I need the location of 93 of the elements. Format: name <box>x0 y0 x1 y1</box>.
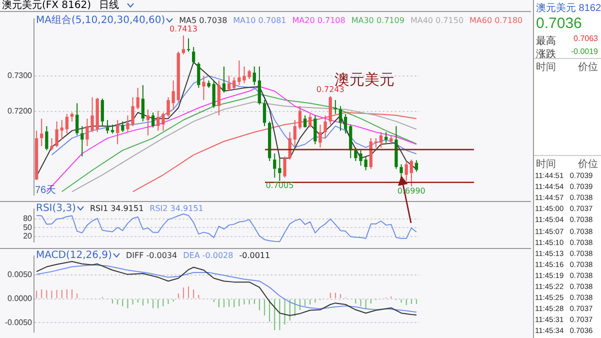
candlestick <box>40 118 44 147</box>
candlestick <box>65 113 68 134</box>
candlestick <box>258 66 261 106</box>
y-tick-label: 80 <box>23 214 33 224</box>
candlestick <box>262 100 266 127</box>
candlestick <box>80 126 84 157</box>
candlestick <box>212 80 216 108</box>
candlestick <box>288 132 292 160</box>
candlestick <box>75 102 79 136</box>
candlestick <box>318 124 322 148</box>
candlestick <box>162 112 165 132</box>
candlestick <box>232 76 236 90</box>
series-label: DIFF -0.0034 <box>126 251 178 260</box>
candlestick <box>324 114 327 139</box>
text: 价位 <box>578 61 598 74</box>
legend-title: RSI(3,3) <box>36 203 77 214</box>
text: MA60 0.7180 <box>470 16 523 24</box>
legend-title: MA组合(5,10,20,30,40,60) <box>36 15 166 26</box>
text: 澳元美元 8162 <box>536 2 601 15</box>
candlestick <box>349 124 352 159</box>
series-label: DEA -0.0028 <box>183 251 234 260</box>
chart-subtitle: 日线 <box>99 0 120 11</box>
candlestick <box>344 113 348 134</box>
text: 时间 <box>536 60 556 74</box>
text: MA10 0.7081 <box>233 16 286 24</box>
y-tick-label: 0.0000 <box>8 294 33 303</box>
candlestick <box>273 153 276 178</box>
candlestick <box>146 108 150 136</box>
candlestick <box>50 138 54 151</box>
candlestick <box>55 120 58 148</box>
candlestick <box>338 106 342 132</box>
candlestick <box>314 114 317 145</box>
text: MA20 0.7108 <box>292 16 346 24</box>
candlestick <box>369 138 372 170</box>
candlestick <box>404 160 408 182</box>
candlestick <box>186 38 190 52</box>
candlestick <box>182 35 186 55</box>
annotation: 0.7243 <box>316 85 344 94</box>
text: 0.7036 <box>536 15 582 32</box>
annotation: 0.7413 <box>169 24 198 34</box>
series-label: RSI2 34.9151 <box>150 204 204 213</box>
text: MA40 0.7150 <box>410 16 464 24</box>
candlestick <box>238 60 241 86</box>
annotation: 0.7005 <box>266 181 294 190</box>
text: 涨跌 <box>536 48 556 61</box>
text: -0.0019 <box>570 47 598 56</box>
candlestick <box>197 62 200 88</box>
text: 最高 <box>536 34 556 48</box>
candlestick <box>414 160 418 172</box>
annotation: -0.0011 <box>239 251 270 260</box>
candlestick <box>60 120 64 140</box>
candlestick <box>268 120 272 162</box>
text: 时间 <box>536 158 556 171</box>
candlestick <box>34 130 38 180</box>
candlestick <box>141 84 144 122</box>
candlestick <box>121 120 124 133</box>
candlestick <box>70 112 74 122</box>
text: MA5 0.7038 <box>179 16 228 24</box>
candlestick <box>379 132 383 148</box>
candlestick <box>116 120 120 145</box>
candlestick <box>278 158 282 182</box>
candlestick <box>222 66 226 94</box>
candlestick <box>227 75 231 92</box>
legend-title: MACD(12,26,9) <box>36 250 113 261</box>
candlestick <box>410 159 413 187</box>
text: 0.7063 <box>574 34 598 43</box>
candlestick <box>293 120 296 147</box>
candlestick <box>192 46 196 64</box>
candlestick <box>303 114 307 128</box>
candlestick <box>374 138 378 148</box>
y-tick-label: 50 <box>23 222 33 232</box>
text: 价位 <box>578 158 598 171</box>
candlestick <box>217 80 220 116</box>
text: MA30 0.7109 <box>351 16 404 24</box>
y-tick-label: 0.7200 <box>8 106 33 116</box>
annotation: RSI1 34.9151 <box>90 204 144 213</box>
y-tick-label: 0.0050 <box>8 270 33 280</box>
candlestick <box>334 100 337 114</box>
y-tick-label: 0.7300 <box>8 71 33 80</box>
candlestick <box>207 80 210 88</box>
y-tick-label: 20 <box>23 232 33 241</box>
candlestick <box>106 120 110 134</box>
candlestick <box>100 98 104 127</box>
candlestick <box>156 110 160 132</box>
y-tick-label: -0.0050 <box>4 318 33 327</box>
candlestick <box>394 126 398 170</box>
candlestick <box>136 87 140 110</box>
candlestick <box>176 51 180 102</box>
candlestick <box>202 75 206 101</box>
candlestick <box>252 66 256 86</box>
annotation: 76天 <box>35 184 56 196</box>
candlestick <box>45 126 48 151</box>
candlestick <box>151 112 155 128</box>
